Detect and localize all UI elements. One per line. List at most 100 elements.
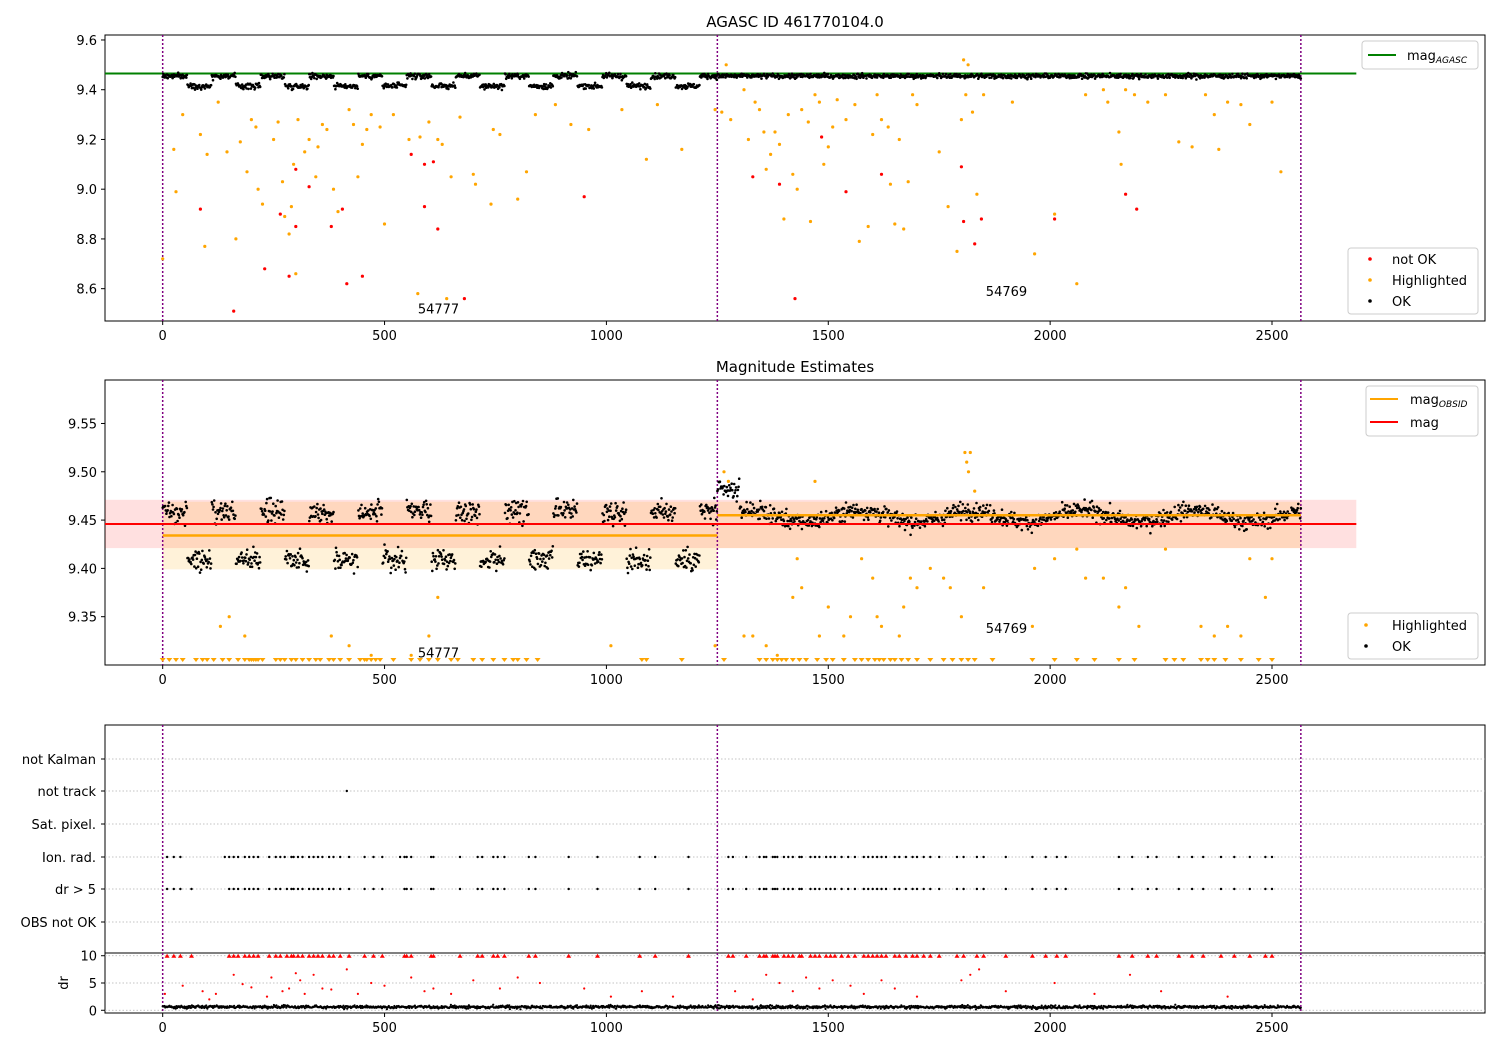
dr5-point bbox=[829, 887, 832, 891]
ok-point bbox=[239, 84, 242, 87]
category-label: dr > 5 bbox=[55, 883, 96, 898]
highlighted-point bbox=[1101, 88, 1105, 92]
ok-point bbox=[431, 569, 434, 573]
ok-point bbox=[475, 72, 478, 75]
ok-point bbox=[283, 72, 286, 76]
ok-point bbox=[613, 516, 617, 519]
dr5-point bbox=[962, 887, 965, 891]
category-label: not track bbox=[37, 785, 96, 800]
ok-point bbox=[445, 568, 448, 571]
ok-point bbox=[396, 545, 400, 549]
ok-point bbox=[209, 562, 213, 565]
ok-point bbox=[1183, 509, 1187, 513]
ok-point bbox=[380, 75, 384, 78]
highlighted-point bbox=[1137, 624, 1141, 629]
ok-point bbox=[285, 549, 289, 553]
ion-rad-point bbox=[762, 855, 766, 859]
ok-point bbox=[500, 88, 504, 92]
not-ok-point bbox=[345, 282, 349, 286]
highlighted-point bbox=[369, 113, 373, 117]
below-range-marker bbox=[914, 658, 920, 662]
highlighted-point bbox=[198, 132, 202, 137]
below-range-marker bbox=[989, 658, 996, 662]
ok-point bbox=[354, 86, 357, 90]
highlighted-point bbox=[713, 108, 717, 112]
highlighted-point bbox=[449, 175, 453, 179]
ok-point bbox=[203, 555, 207, 559]
ok-point bbox=[227, 515, 230, 518]
ion-rad-point bbox=[179, 855, 182, 859]
agasc-magnitude-panel: AGASC ID 461770104.0 0 500 1000 1500 2000 250… bbox=[76, 13, 1486, 344]
ok-point bbox=[585, 555, 588, 559]
ok-point bbox=[390, 83, 393, 87]
below-range-marker bbox=[299, 658, 306, 662]
ok-point bbox=[619, 72, 622, 76]
dr5-point bbox=[268, 887, 271, 891]
ion-rad-point bbox=[776, 855, 779, 859]
ok-point bbox=[506, 516, 509, 520]
ok-point bbox=[718, 480, 722, 484]
highlighted-point bbox=[218, 624, 222, 629]
ok-point bbox=[739, 75, 742, 78]
ok-point bbox=[434, 555, 438, 558]
ion-rad-point bbox=[840, 855, 843, 859]
dr5-point bbox=[1219, 887, 1223, 891]
ok-point bbox=[1299, 507, 1303, 510]
ok-point bbox=[962, 509, 965, 513]
ok-point bbox=[1099, 508, 1102, 512]
ok-point bbox=[806, 518, 810, 522]
highlighted-point bbox=[294, 272, 298, 276]
ok-point bbox=[725, 485, 729, 489]
legend-ok-label: OK bbox=[1392, 295, 1411, 310]
highlighted-point bbox=[249, 118, 253, 122]
dr5-point bbox=[1248, 887, 1252, 891]
ion-rad-point bbox=[481, 855, 484, 859]
ok-point bbox=[207, 560, 210, 564]
highlighted-point bbox=[857, 239, 861, 243]
ok-point bbox=[470, 515, 474, 519]
ok-point bbox=[847, 76, 850, 80]
highlighted-point bbox=[256, 187, 260, 191]
ion-rad-point bbox=[800, 855, 803, 859]
below-range-marker bbox=[1222, 658, 1229, 662]
ok-point bbox=[637, 82, 641, 85]
ok-point bbox=[1242, 519, 1245, 523]
ok-point bbox=[597, 553, 601, 556]
dr-point bbox=[253, 1007, 256, 1010]
ok-point bbox=[1117, 519, 1120, 522]
ok-point bbox=[1162, 519, 1166, 522]
highlighted-point bbox=[491, 127, 495, 132]
ok-point bbox=[393, 557, 396, 561]
ok-point bbox=[534, 568, 537, 571]
ok-point bbox=[832, 516, 836, 520]
highlighted-point bbox=[1177, 140, 1181, 144]
ok-point bbox=[470, 518, 473, 522]
ok-point bbox=[957, 504, 960, 508]
x-tick-label: 500 bbox=[372, 1021, 397, 1036]
ok-point bbox=[560, 71, 564, 75]
ok-point bbox=[749, 501, 752, 504]
ok-point bbox=[475, 516, 479, 520]
ok-point bbox=[887, 525, 890, 528]
ok-point bbox=[578, 561, 581, 565]
ion-rad-point bbox=[1031, 855, 1034, 859]
ok-point bbox=[429, 514, 433, 518]
ok-point bbox=[198, 552, 201, 555]
ok-point bbox=[333, 558, 337, 562]
ok-point bbox=[1203, 504, 1207, 508]
highlighted-point bbox=[753, 100, 757, 104]
ok-point bbox=[629, 565, 633, 568]
ok-point bbox=[604, 503, 608, 507]
highlighted-point bbox=[1124, 88, 1128, 92]
ok-point bbox=[1000, 508, 1004, 512]
not-ok-point bbox=[287, 274, 291, 278]
ok-point bbox=[888, 516, 892, 520]
ok-point bbox=[314, 515, 317, 518]
highlighted-point bbox=[287, 232, 291, 236]
ok-point bbox=[890, 519, 893, 522]
below-range-marker bbox=[226, 658, 233, 662]
ok-point bbox=[727, 484, 731, 487]
ok-point bbox=[734, 489, 737, 492]
ok-point bbox=[965, 518, 968, 522]
ok-point bbox=[600, 558, 604, 561]
